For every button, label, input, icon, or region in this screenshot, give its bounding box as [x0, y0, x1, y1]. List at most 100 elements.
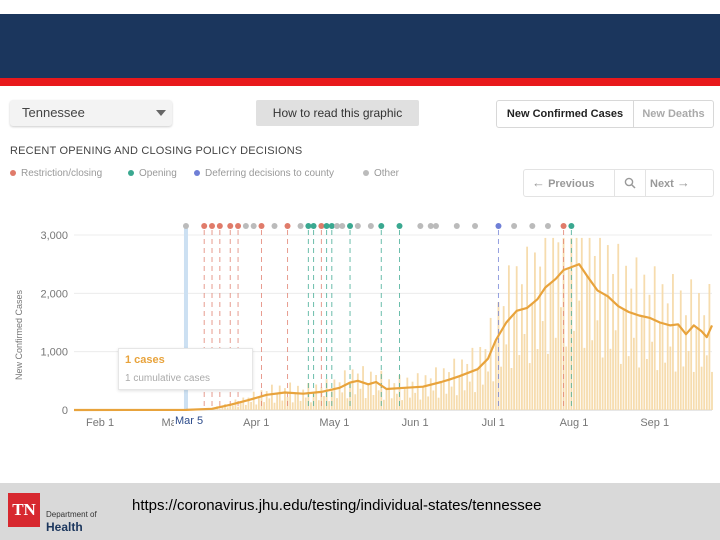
state-select[interactable]: Tennessee: [10, 100, 172, 126]
tn-logo: TN: [8, 493, 40, 527]
daily-bar: [336, 398, 338, 410]
policy-event-dot: [560, 223, 567, 229]
daily-bar: [500, 366, 502, 410]
daily-bar: [612, 274, 614, 410]
policy-event-dot: [318, 223, 325, 229]
daily-bar: [471, 347, 474, 410]
daily-bar: [255, 404, 258, 410]
daily-bar: [244, 404, 247, 410]
next-button[interactable]: Next →: [650, 170, 710, 196]
daily-bar: [531, 303, 534, 410]
legend-item-other[interactable]: Other: [363, 168, 399, 179]
legend-label-opening: Opening: [139, 168, 177, 179]
policy-event-dot: [271, 223, 278, 229]
legend-item-restriction[interactable]: Restriction/closing: [10, 168, 102, 179]
source-url[interactable]: https://coronavirus.jhu.edu/testing/indi…: [132, 497, 542, 514]
daily-bar: [406, 377, 409, 410]
daily-bar: [687, 350, 690, 410]
daily-bar: [534, 252, 536, 410]
daily-bar: [489, 317, 492, 410]
x-tick-label: Sep 1: [640, 417, 669, 429]
daily-bar: [484, 349, 487, 410]
daily-bar: [414, 392, 417, 410]
chart-policy-events[interactable]: [182, 223, 575, 410]
daily-bar: [268, 398, 271, 410]
policy-event-dot: [310, 223, 317, 229]
policy-event-dot: [427, 223, 434, 229]
tab-new-confirmed-cases[interactable]: New Confirmed Cases: [497, 101, 634, 127]
daily-bar: [252, 391, 255, 410]
daily-bar: [294, 393, 297, 410]
daily-bar: [330, 389, 333, 410]
daily-bar: [409, 397, 411, 410]
daily-bar: [573, 330, 575, 410]
daily-bar: [586, 275, 588, 410]
policy-event-dot: [495, 223, 502, 229]
daily-bar: [685, 315, 687, 410]
daily-bar: [377, 390, 380, 410]
highlight-date-marker: [183, 225, 188, 410]
search-button[interactable]: [614, 170, 646, 196]
legend-item-deferring[interactable]: Deferring decisions to county: [194, 168, 334, 179]
how-to-read-button[interactable]: How to read this graphic: [256, 100, 419, 126]
policy-event-dot: [511, 223, 518, 229]
daily-bar: [284, 388, 286, 410]
daily-bar: [278, 385, 281, 410]
daily-bar: [565, 346, 568, 410]
daily-bar: [544, 237, 547, 410]
policy-event-dot: [201, 223, 208, 229]
previous-button[interactable]: ← Previous: [532, 170, 612, 196]
policy-event-dot: [258, 223, 265, 229]
state-select-value: Tennessee: [22, 105, 85, 120]
daily-bar: [640, 316, 643, 410]
policy-event-dot: [328, 223, 335, 229]
daily-bar: [552, 237, 555, 410]
daily-bar: [494, 340, 497, 410]
daily-bar: [492, 381, 495, 410]
daily-bar: [669, 346, 672, 410]
daily-bar: [453, 358, 456, 410]
daily-bar: [343, 370, 346, 410]
policy-event-dot: [544, 223, 551, 229]
daily-bar: [265, 391, 268, 410]
daily-bar: [567, 268, 570, 410]
daily-bar: [674, 371, 677, 410]
daily-bar: [468, 381, 471, 410]
daily-bar: [599, 237, 601, 410]
daily-bar: [242, 397, 245, 410]
daily-bar: [281, 400, 284, 410]
series-line-7-day-average: [73, 263, 714, 412]
tooltip-cumulative: 1 cumulative cases: [125, 373, 211, 384]
daily-bar: [221, 406, 224, 410]
policy-event-dot: [432, 223, 439, 229]
daily-bar: [271, 384, 273, 410]
daily-bar: [638, 367, 640, 410]
daily-bar: [651, 341, 654, 410]
daily-bar: [250, 402, 252, 410]
daily-bar: [627, 356, 630, 410]
legend-item-opening[interactable]: Opening: [128, 168, 177, 179]
daily-bar: [461, 359, 463, 410]
daily-bar: [521, 284, 523, 410]
legend-label-restriction: Restriction/closing: [21, 168, 103, 179]
other-dot-icon: [363, 170, 369, 177]
opening-dot-icon: [128, 170, 134, 177]
daily-bar: [411, 381, 414, 410]
daily-bar: [578, 300, 581, 410]
daily-bar: [435, 367, 437, 410]
daily-bar: [619, 363, 622, 410]
daily-bar: [463, 390, 466, 410]
policy-event-dot: [235, 223, 242, 229]
header-band: [0, 14, 720, 78]
policy-event-dot: [529, 223, 536, 229]
daily-bar: [515, 266, 518, 410]
policy-event-dot: [323, 223, 330, 229]
tab-new-deaths[interactable]: New Deaths: [642, 108, 705, 120]
policy-event-dot: [250, 223, 257, 229]
next-label: Next: [650, 178, 674, 190]
daily-bar: [448, 372, 450, 410]
daily-bar: [424, 375, 427, 410]
daily-bar: [632, 337, 635, 410]
daily-bar: [393, 383, 396, 410]
legend-label-deferring: Deferring decisions to county: [205, 168, 334, 179]
